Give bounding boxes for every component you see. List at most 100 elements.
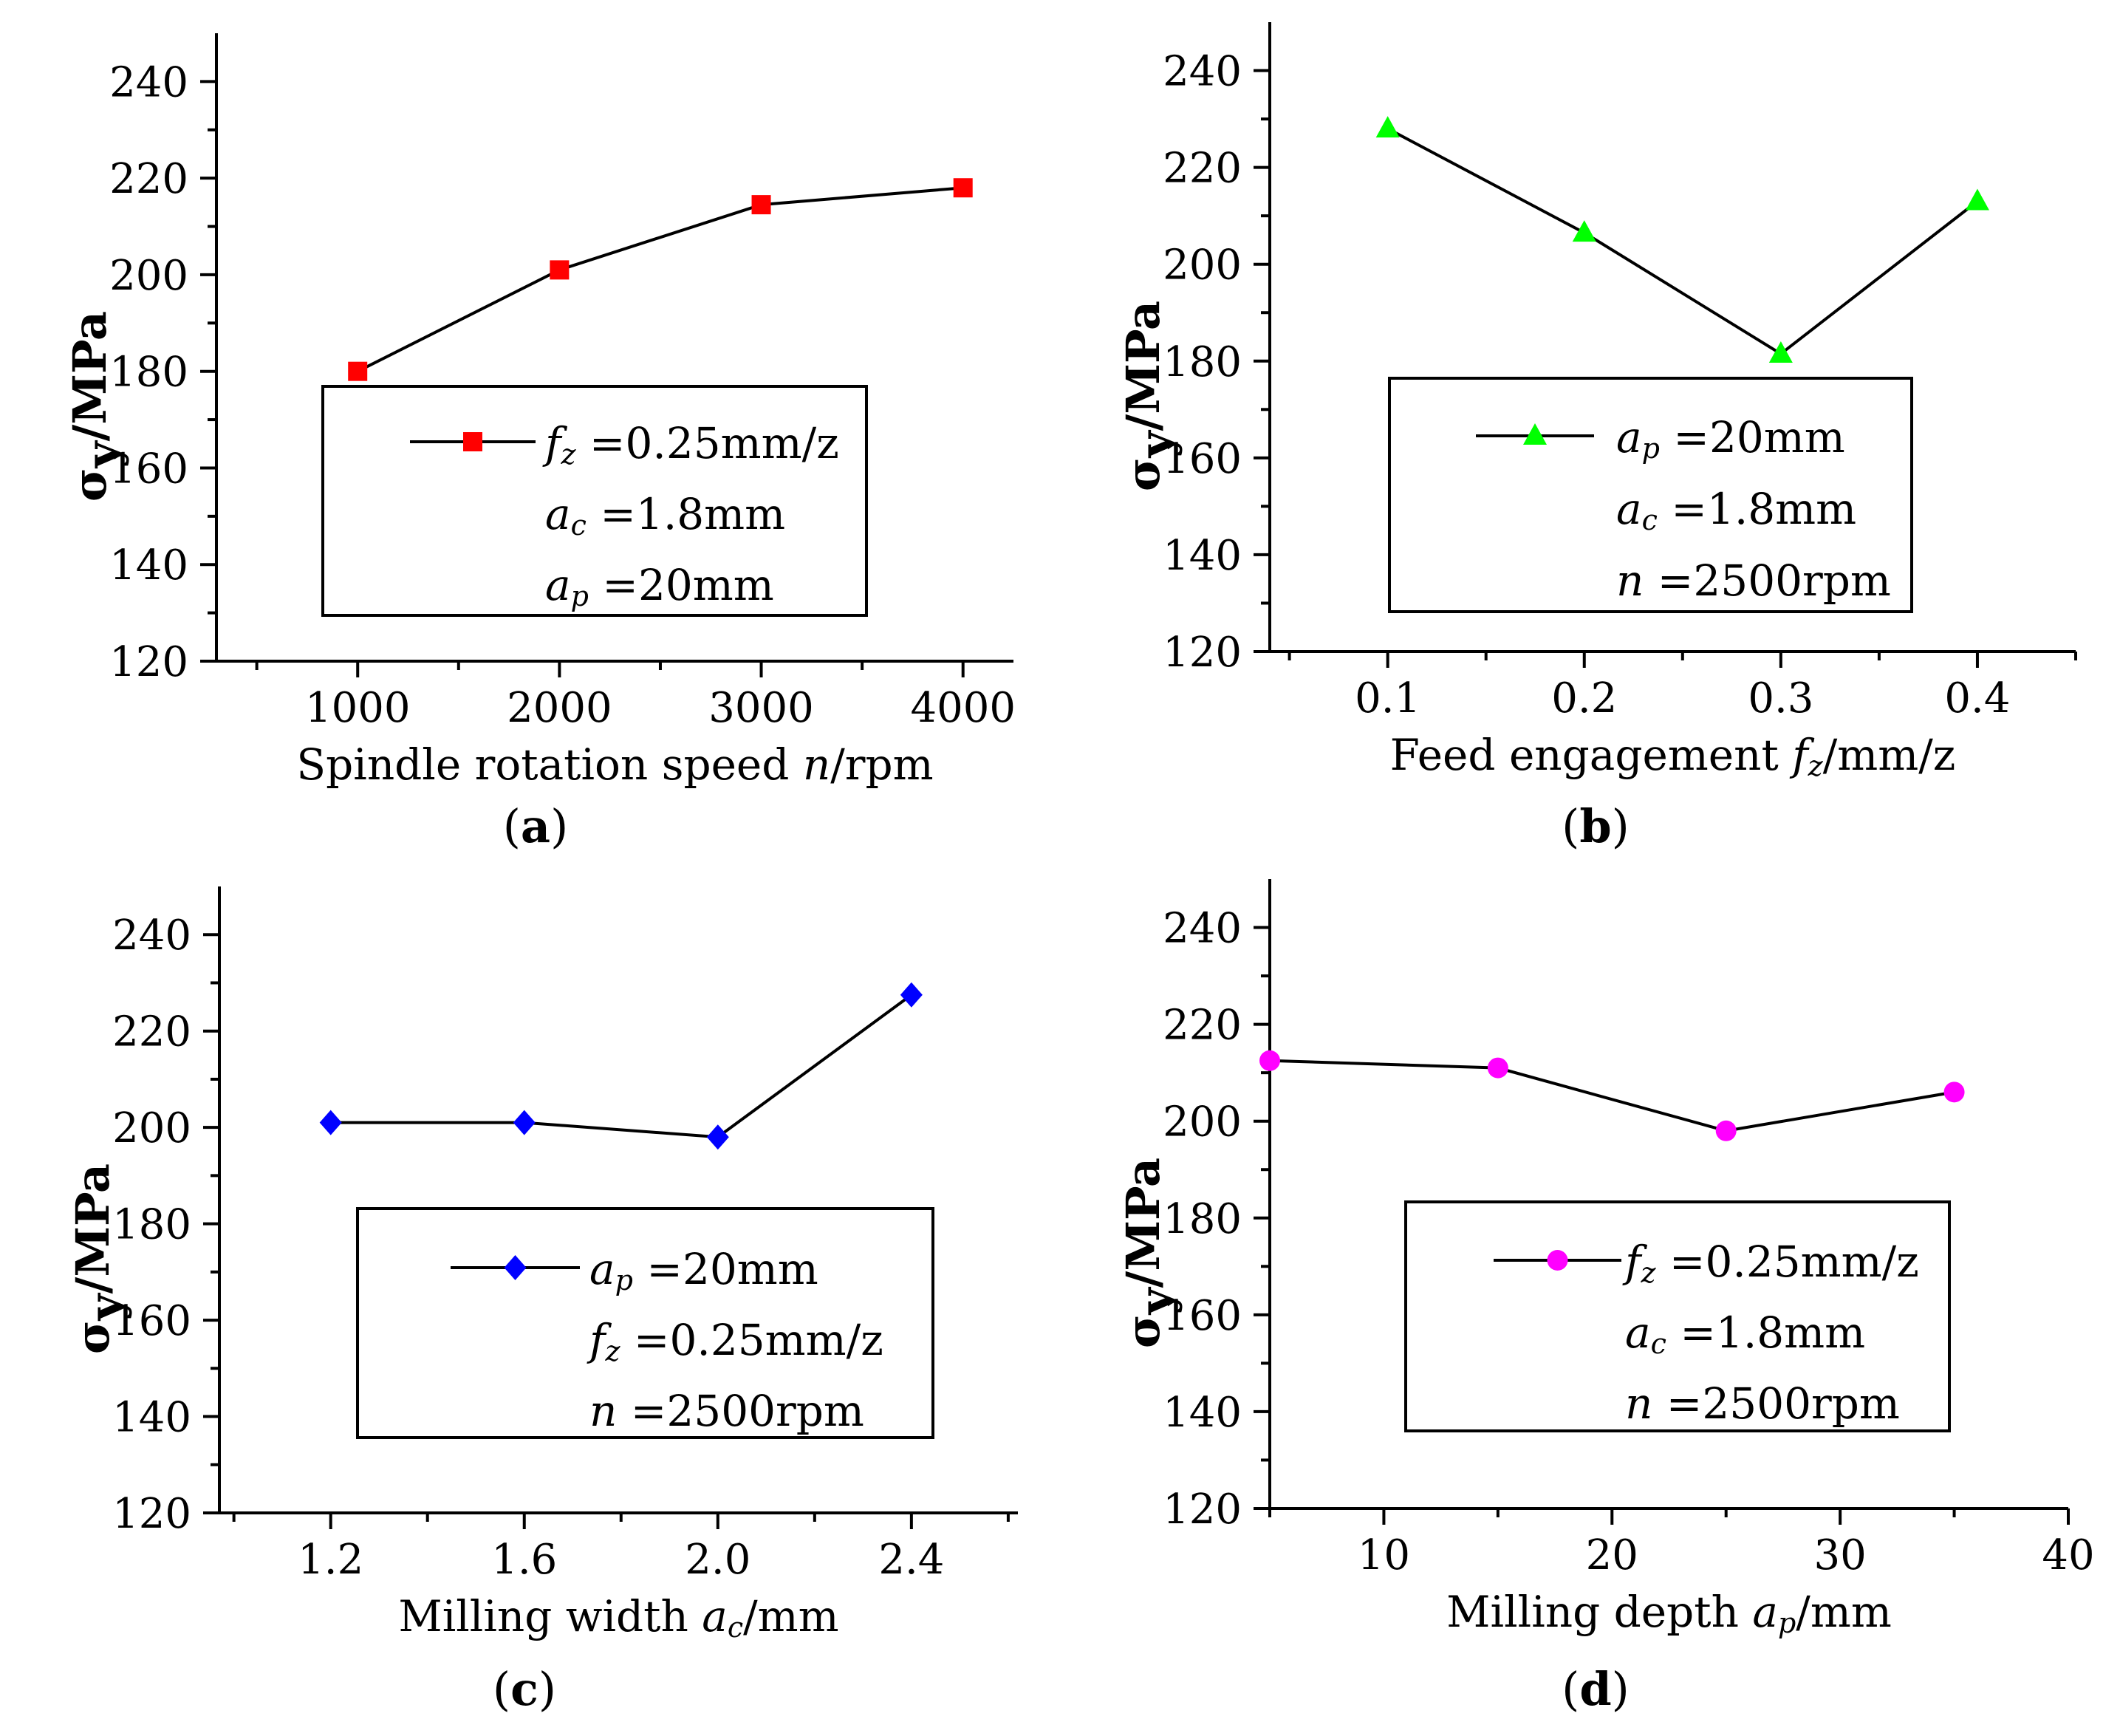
y-axis-title-symbol: σ: [1116, 1314, 1170, 1348]
x-tick-label: 2000: [507, 684, 612, 732]
legend-entry-value: =1.8mm: [1666, 1308, 1865, 1358]
legend-entry-value: =20mm: [633, 1244, 818, 1294]
legend-marker: [1547, 1250, 1568, 1271]
x-tick-label: 1000: [305, 684, 411, 732]
legend-box: [356, 1207, 934, 1439]
y-axis-title: σy/MPa: [63, 311, 130, 502]
legend-entry-sub: c: [1642, 504, 1658, 536]
x-tick-label: 4000: [910, 684, 1016, 732]
y-axis-title-unit: /MPa: [1116, 1158, 1170, 1288]
data-point: [706, 1124, 729, 1150]
y-tick-label: 120: [1163, 629, 1242, 677]
series-line: [330, 994, 913, 1139]
data-point: [751, 195, 771, 215]
y-tick-label: 140: [1163, 1389, 1242, 1437]
legend-box: [1388, 377, 1913, 613]
y-tick-label: 160: [112, 1297, 191, 1345]
x-axis-title-text: Feed engagement: [1390, 730, 1793, 780]
x-tick-label: 1.2: [298, 1536, 363, 1584]
legend-entry-value: =0.25mm/z: [1656, 1237, 1919, 1287]
y-tick-label: 220: [112, 1008, 191, 1056]
x-axis-title-text: Milling width: [398, 1591, 702, 1641]
caption-letter: a: [521, 799, 550, 853]
data-point: [1487, 1057, 1508, 1079]
legend-entry-var: a: [1616, 412, 1642, 462]
y-tick-label: 160: [1163, 435, 1242, 483]
legend-entry-var: a: [545, 560, 571, 610]
y-axis-title: σy/MPa: [1116, 301, 1183, 491]
x-tick-label: 2.4: [878, 1536, 944, 1584]
y-tick-label: 160: [109, 445, 188, 493]
data-point: [513, 1110, 536, 1135]
y-axis-title-unit: /MPa: [66, 1163, 120, 1294]
legend-entry: ap =20mm: [1616, 412, 1845, 465]
legend-entry-sub: p: [571, 580, 589, 612]
y-axis-title-unit: /MPa: [63, 311, 117, 441]
y-tick-label: 200: [1163, 242, 1242, 290]
caption-open: (: [493, 1662, 510, 1716]
x-axis-title-sub: p: [1778, 1607, 1796, 1639]
legend-entry-value: =0.25mm/z: [576, 418, 839, 468]
data-point: [900, 982, 923, 1008]
caption-letter: c: [510, 1662, 538, 1716]
y-tick-label: 240: [1163, 48, 1242, 96]
legend-marker: [1523, 423, 1547, 445]
x-axis-title-text: Milling depth: [1446, 1587, 1752, 1637]
x-axis-title-unit: /mm: [1796, 1587, 1892, 1637]
legend-entry-value: =2500rpm: [1652, 1378, 1900, 1429]
y-tick-label: 220: [1163, 1002, 1242, 1050]
x-tick-label: 2.0: [685, 1536, 750, 1584]
legend: fz =0.25mm/z ac =1.8mm n =2500rpm: [1404, 1200, 1951, 1432]
x-axis-title: Milling depth ap/mm: [1446, 1587, 1892, 1639]
legend-marker: [504, 1255, 527, 1280]
x-tick-label: 0.4: [1944, 674, 2010, 722]
legend-box: [1404, 1200, 1951, 1432]
x-tick-label: 1.6: [491, 1536, 557, 1584]
legend-entry-sub: c: [571, 509, 587, 541]
legend-entry-sub: z: [1640, 1257, 1656, 1289]
legend-entry: fz =0.25mm/z: [542, 418, 839, 471]
y-tick-label: 120: [112, 1490, 191, 1538]
y-tick-label: 160: [1163, 1292, 1242, 1340]
legend-entry-value: =20mm: [589, 560, 774, 610]
caption-letter: d: [1579, 1662, 1611, 1716]
caption-close: ): [1612, 799, 1630, 853]
y-axis-title-symbol: σ: [66, 1320, 120, 1354]
legend-entry-var: a: [1625, 1308, 1651, 1358]
y-tick-label: 140: [112, 1394, 191, 1442]
series-line: [1269, 1059, 1955, 1132]
x-axis-title-unit: /rpm: [830, 739, 933, 790]
x-axis-title-unit: /mm/z: [1823, 730, 1956, 780]
legend-entry-var: a: [1616, 484, 1642, 534]
x-axis-title-var: a: [1752, 1587, 1778, 1637]
legend-entry-var: n: [589, 1386, 617, 1436]
legend-entry-var: a: [545, 489, 571, 539]
legend-entry: ap =20mm: [545, 560, 774, 612]
x-axis-title: Feed engagement fz/mm/z: [1390, 730, 1956, 782]
x-axis-title-unit: /mm: [743, 1591, 839, 1641]
legend-entry-value: =1.8mm: [587, 489, 785, 539]
series-line: [357, 186, 963, 373]
y-tick-label: 140: [1163, 532, 1242, 580]
y-tick-label: 180: [109, 349, 188, 397]
x-axis-title-sub: z: [1808, 750, 1824, 782]
legend-box: [321, 385, 868, 617]
caption-open: (: [1562, 799, 1579, 853]
legend-entry-sub: p: [1642, 432, 1660, 465]
y-axis-title-symbol: σ: [1116, 457, 1170, 491]
legend-entry: ac =1.8mm: [545, 489, 785, 541]
x-axis-title-var: n: [803, 739, 830, 790]
legend-entry-value: =20mm: [1660, 412, 1845, 462]
panel-caption: (a): [503, 799, 569, 853]
y-tick-label: 220: [1163, 145, 1242, 193]
legend-entry-value: =0.25mm/z: [620, 1315, 883, 1365]
x-tick-label: 20: [1586, 1531, 1638, 1579]
x-axis-title-sub: c: [728, 1611, 743, 1644]
chart-panel-c: 120 140 160 180 200 220 240 1.2 1.6 2.0 2.4 Milling…: [66, 886, 1018, 1716]
data-point: [1715, 1120, 1737, 1141]
y-axis-title-symbol: σ: [63, 468, 117, 502]
y-tick-label: 140: [109, 541, 188, 590]
panel-caption: (b): [1562, 799, 1630, 853]
chart-panel-b: 120 140 160 180 200 220 240 0.1 0.2 0.3 0.4 Feed en…: [1116, 22, 2077, 853]
y-tick-label: 200: [1163, 1098, 1242, 1146]
